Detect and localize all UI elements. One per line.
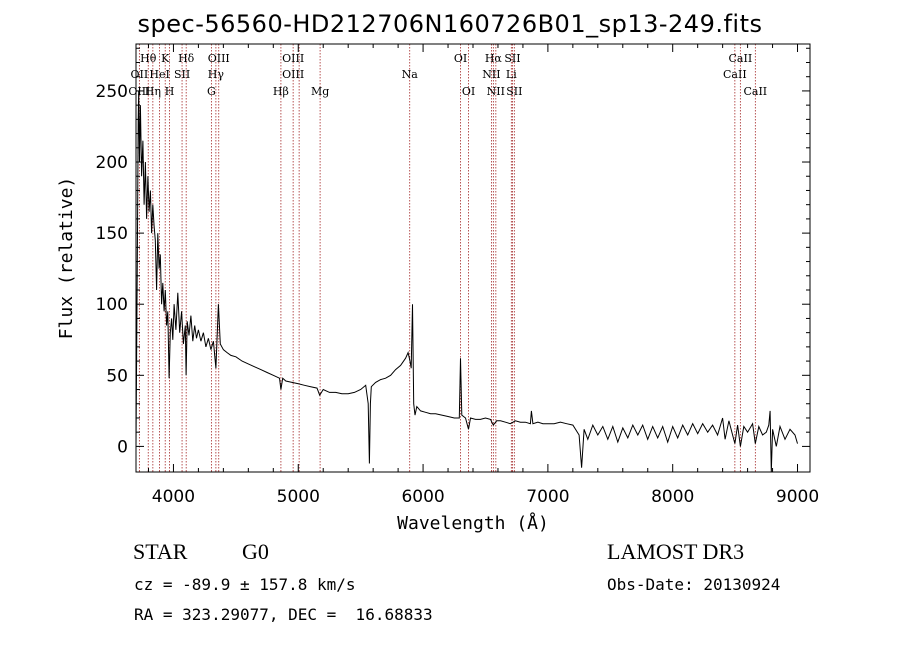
y-tick-label: 250 (96, 82, 128, 102)
line-label: OIII (282, 52, 304, 65)
line-label: K (161, 52, 170, 65)
x-tick-label: 5000 (277, 487, 320, 507)
line-label: SII (506, 85, 522, 98)
spectrum-line (135, 90, 798, 473)
x-tick-label: 4000 (152, 487, 195, 507)
x-tick-label: 6000 (401, 487, 444, 507)
y-tick-label: 200 (96, 153, 128, 173)
line-label: NII (487, 85, 505, 98)
line-label: Hγ (208, 68, 225, 81)
line-label: OIII (128, 85, 150, 98)
line-label: H (165, 85, 175, 98)
x-tick-label: 7000 (526, 487, 569, 507)
line-label: SII (174, 68, 190, 81)
survey-name: LAMOST DR3 (607, 539, 745, 564)
y-tick-label: 0 (117, 437, 128, 457)
line-label: NII (482, 68, 500, 81)
line-label: OIII (208, 52, 230, 65)
line-label: Hα (485, 52, 503, 65)
line-label: SII (504, 52, 520, 65)
x-tick-label: 9000 (776, 487, 819, 507)
x-axis-label: Wavelength (Å) (397, 512, 549, 534)
x-tick-label: 8000 (651, 487, 694, 507)
line-label: Hθ (140, 52, 157, 65)
line-label: OIII (282, 68, 304, 81)
coordinates: RA = 323.29077, DEC = 16.68833 (134, 605, 433, 624)
line-label: CaII (723, 68, 747, 81)
line-label: Hη (145, 85, 161, 98)
y-axis-ticks: 0 50 100 150 200 250 (96, 47, 810, 457)
line-label: OI (462, 85, 475, 98)
line-label: Mg (311, 85, 329, 98)
object-class: STAR (133, 539, 188, 564)
line-label: HeI (149, 68, 169, 81)
x-axis-ticks: 4000 5000 6000 7000 8000 9000 (147, 44, 819, 507)
line-markers (138, 44, 756, 472)
line-label: CaII (743, 85, 767, 98)
line-label: Li (506, 68, 517, 81)
line-label: OI (454, 52, 467, 65)
object-subclass: G0 (242, 539, 269, 564)
y-tick-label: 100 (96, 295, 128, 315)
chart-title: spec-56560-HD212706N160726B01_sp13-249.f… (137, 10, 763, 38)
redshift-velocity: cz = -89.9 ± 157.8 km/s (134, 575, 356, 594)
line-label: OII (131, 68, 149, 81)
y-tick-label: 50 (106, 366, 128, 386)
observation-date: Obs-Date: 20130924 (607, 575, 781, 594)
y-axis-label: Flux (relative) (56, 177, 77, 340)
line-label: Hδ (178, 52, 195, 65)
line-label: CaII (729, 52, 753, 65)
line-label: G (207, 85, 216, 98)
line-label: Hβ (273, 85, 289, 98)
line-label: Na (402, 68, 419, 81)
plot-frame (135, 43, 811, 473)
y-tick-label: 150 (96, 224, 128, 244)
